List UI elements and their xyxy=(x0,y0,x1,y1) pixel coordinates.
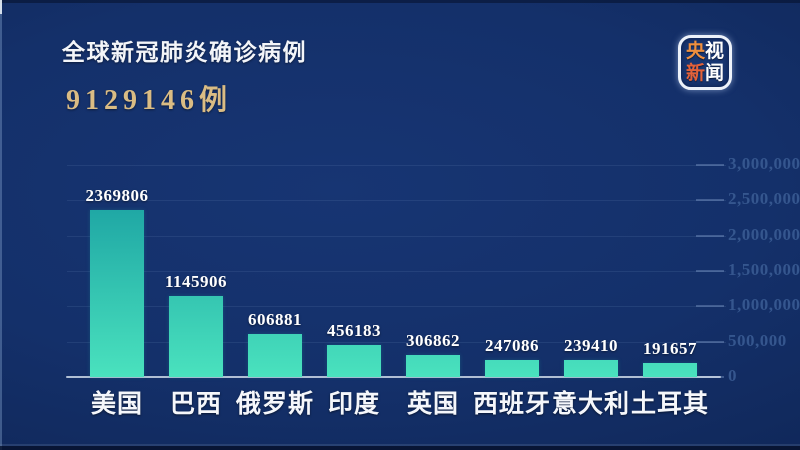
category-label: 巴西 xyxy=(169,390,222,418)
y-axis-tick-label: 1,000,000 xyxy=(728,295,800,315)
frame-top-edge xyxy=(0,0,800,3)
bar-英国 xyxy=(406,355,460,377)
logo-text-line: 央视 xyxy=(686,41,724,63)
bar-土耳其 xyxy=(643,363,697,377)
logo-character: 闻 xyxy=(705,62,725,84)
y-axis-tick-mark xyxy=(696,305,724,308)
logo-character: 视 xyxy=(705,40,725,62)
category-label: 意大利 xyxy=(551,390,630,418)
y-axis-tick-label: 2,500,000 xyxy=(728,189,800,209)
y-axis-tick-label: 3,000,000 xyxy=(728,154,800,173)
bar-value-label: 456183 xyxy=(327,321,381,340)
category-label: 印度 xyxy=(327,390,380,418)
y-axis-tick-mark xyxy=(696,234,724,237)
gridline xyxy=(67,200,726,202)
y-axis-tick-label: 0 xyxy=(728,366,737,385)
y-axis-tick-label: 1,500,000 xyxy=(728,260,800,279)
y-axis-tick-mark xyxy=(696,199,724,202)
y-axis-tick-label: 500,000 xyxy=(728,330,787,350)
cctv-news-logo: 央视 新闻 xyxy=(678,35,732,90)
bar-value-label: 1145906 xyxy=(164,272,228,291)
bar-印度 xyxy=(327,345,381,377)
y-axis-tick-label: 2,000,000 xyxy=(728,224,800,244)
frame-left-edge xyxy=(0,0,2,450)
logo-character: 新 xyxy=(685,62,705,84)
gridline xyxy=(67,271,726,272)
bar-value-label: 191657 xyxy=(643,339,697,358)
frame-left-edge-highlight xyxy=(0,0,2,14)
gridline xyxy=(67,306,726,308)
bar-value-label: 306862 xyxy=(406,331,460,350)
category-label: 英国 xyxy=(406,390,459,418)
bar-value-label: 606881 xyxy=(248,310,302,329)
bar-value-label: 247086 xyxy=(485,336,539,355)
gridline xyxy=(67,165,726,166)
gridline xyxy=(67,235,726,237)
frame-bottom-edge xyxy=(0,446,800,450)
y-axis-tick-mark xyxy=(696,164,724,166)
y-axis-tick-mark xyxy=(696,340,724,343)
bar-俄罗斯 xyxy=(248,334,302,377)
category-label: 俄罗斯 xyxy=(235,390,314,418)
x-axis-line xyxy=(66,376,721,378)
bar-value-label: 239410 xyxy=(564,336,618,355)
bar-value-label: 2369806 xyxy=(85,186,149,205)
gridline xyxy=(67,341,726,343)
frame-bottom-line xyxy=(0,444,800,446)
page-title: 全球新冠肺炎确诊病例 xyxy=(62,39,307,65)
bar-美国 xyxy=(90,210,144,377)
category-label: 西班牙 xyxy=(472,390,551,418)
bar-西班牙 xyxy=(485,360,539,377)
category-label: 美国 xyxy=(90,390,143,418)
logo-character: 央 xyxy=(685,40,705,62)
bar-巴西 xyxy=(169,296,223,377)
total-cases-value: 9129146例 xyxy=(66,85,233,116)
category-label: 土耳其 xyxy=(630,390,709,418)
logo-text-line: 新闻 xyxy=(686,63,724,85)
y-axis-tick-mark xyxy=(696,270,724,272)
bar-意大利 xyxy=(564,360,618,377)
